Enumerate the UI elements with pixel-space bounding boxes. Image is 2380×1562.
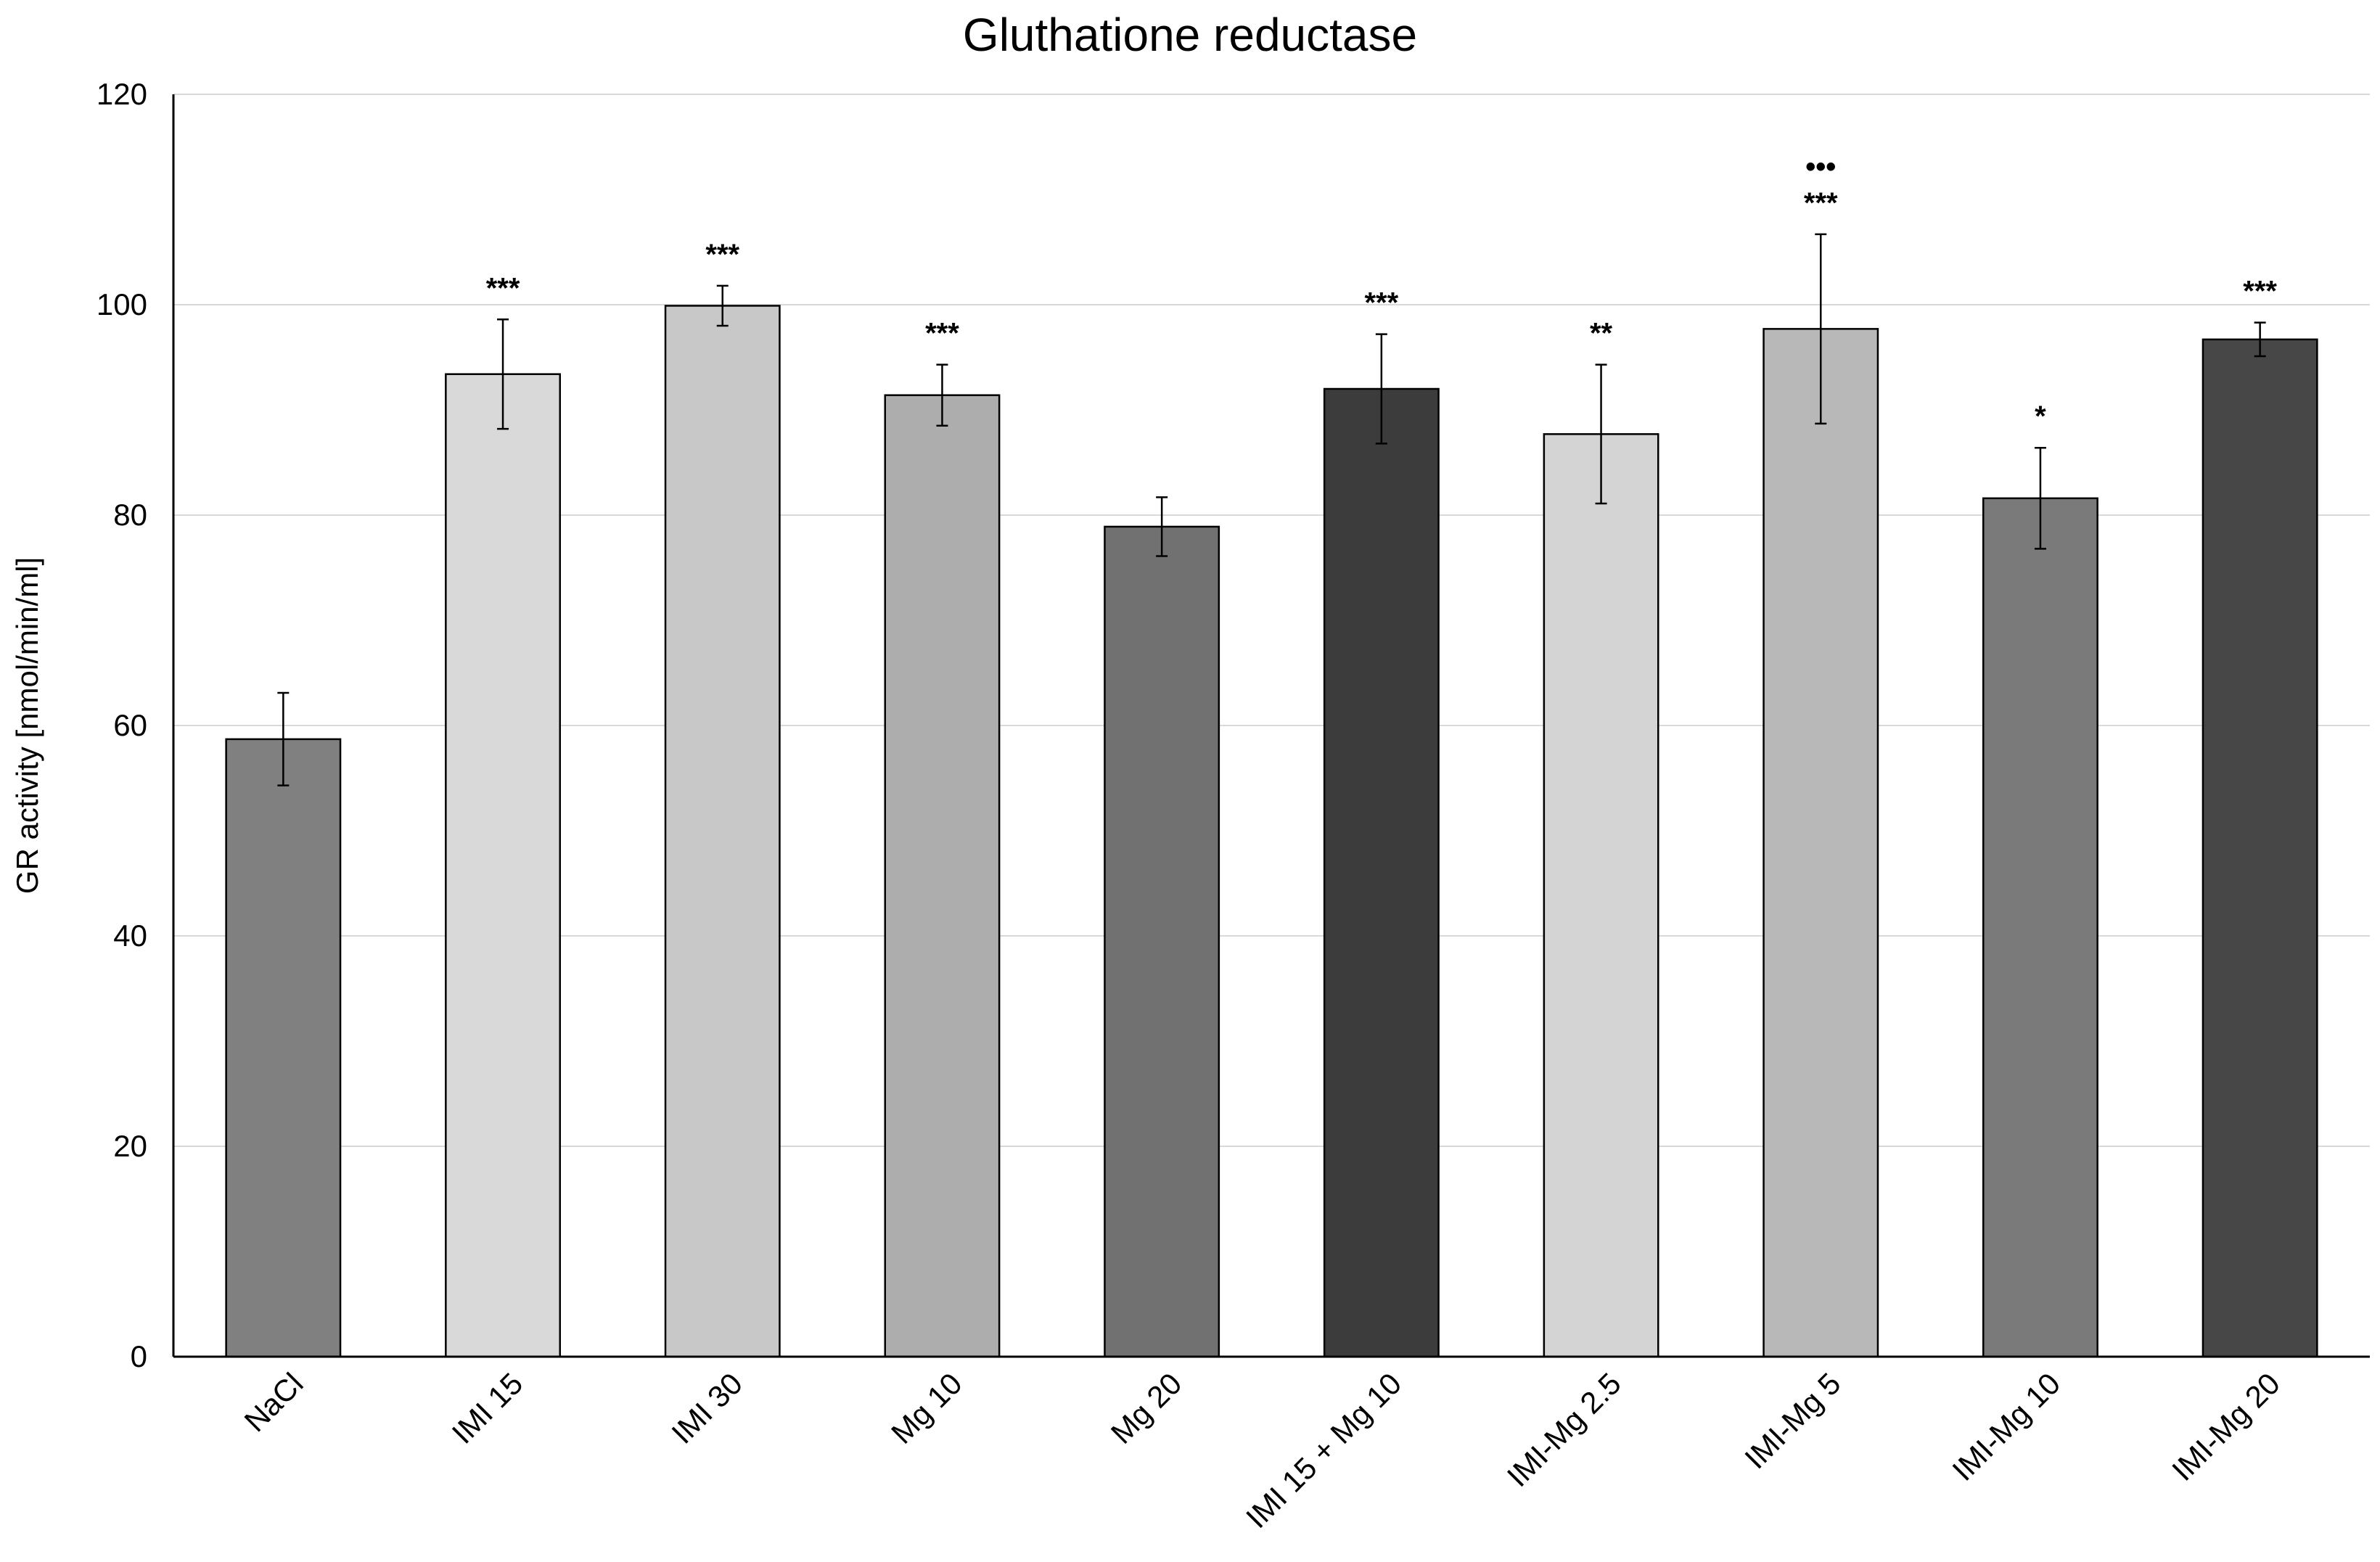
- x-category-label: Mg 10: [885, 1366, 969, 1450]
- bar: [664, 305, 781, 1358]
- x-category-label: IMI 15: [446, 1366, 530, 1450]
- x-category-label: IMI-Mg 20: [2165, 1366, 2286, 1487]
- significance-label: ***: [1364, 287, 1398, 319]
- bar: [1763, 328, 1879, 1358]
- significance-label: ***: [705, 239, 739, 271]
- y-tick-label: 0: [131, 1339, 147, 1373]
- x-category-labels: NaCl IMI 15 IMI 30 Mg 10 Mg 20 IMI 15 + Mg 10…: [237, 1366, 2286, 1534]
- bar: [884, 394, 1001, 1358]
- significance-extra-label: •••: [1805, 151, 1836, 183]
- error-bars: [277, 233, 2266, 786]
- significance-label: ***: [925, 318, 959, 350]
- y-tick-label: 120: [97, 77, 147, 111]
- bar: [1323, 387, 1440, 1358]
- significance-label: ***: [1804, 187, 1838, 219]
- bar: [1543, 433, 1659, 1358]
- significance-label: **: [1590, 318, 1613, 350]
- x-category-label: Mg 20: [1104, 1366, 1189, 1450]
- bar: [1982, 497, 2098, 1358]
- x-category-label: IMI-Mg 2.5: [1501, 1366, 1628, 1493]
- x-category-label: IMI-Mg 5: [1738, 1366, 1847, 1475]
- significance-label: ***: [2243, 276, 2277, 308]
- x-category-label: NaCl: [237, 1366, 309, 1438]
- x-category-label: IMI 30: [665, 1366, 749, 1450]
- significance-label: *: [2035, 400, 2046, 432]
- y-tick-label: 60: [113, 708, 147, 742]
- bars: [225, 305, 2318, 1358]
- y-axis-label: GR activity [nmol/min/ml]: [10, 557, 44, 894]
- bar: [1104, 525, 1220, 1358]
- y-tick-label: 100: [97, 287, 147, 321]
- x-category-label: IMI-Mg 10: [1945, 1366, 2067, 1487]
- significance-markers: *****************•••****: [486, 151, 2278, 432]
- y-tick-labels: 0 20 40 60 80 100 120: [97, 77, 147, 1373]
- x-category-label: IMI 15 + Mg 10: [1239, 1366, 1408, 1534]
- bar: [225, 738, 342, 1358]
- y-tick-label: 80: [113, 498, 147, 532]
- y-tick-label: 20: [113, 1129, 147, 1163]
- chart-title: Gluthatione reductase: [963, 9, 1417, 61]
- significance-label: ***: [486, 272, 520, 304]
- bar: [445, 373, 562, 1358]
- y-tick-label: 40: [113, 918, 147, 953]
- bar: [2202, 338, 2318, 1358]
